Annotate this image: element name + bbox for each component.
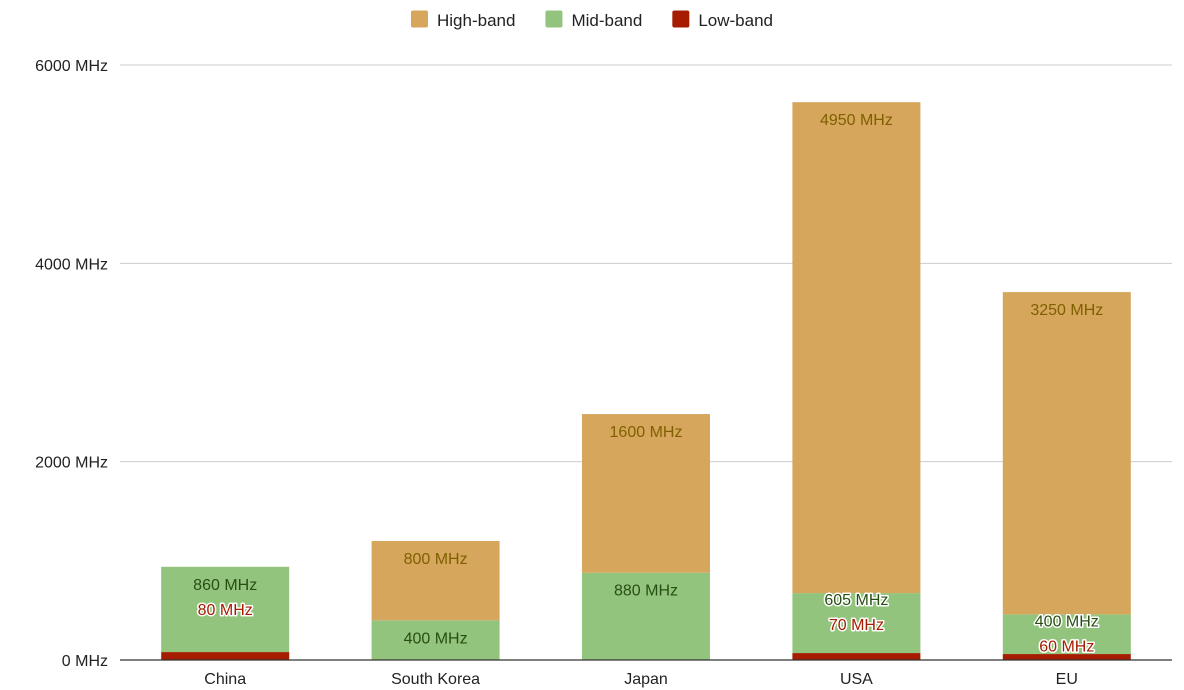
- legend-swatch-high-band: [411, 10, 428, 28]
- bar-low-band-eu: [1002, 654, 1131, 660]
- bar-mid-band-eu: [1002, 614, 1131, 655]
- data-label-mid-band-eu: 400 MHz: [1035, 613, 1099, 630]
- data-labels: 860 MHz 80 MHz 400 MHz 800 MHz 880 MHz 1600 M…: [193, 112, 1103, 657]
- data-label-high-band-usa: 4950 MHz: [820, 112, 893, 129]
- chart-legend: High-band Mid-band Low-band: [411, 10, 773, 30]
- y-tick-label: 0 MHz: [62, 653, 108, 670]
- legend-item-low-band: Low-band: [672, 10, 773, 30]
- bar-high-band-eu: [1002, 292, 1131, 615]
- y-axis: 0 MHz 2000 MHz 4000 MHz 6000 MHz: [35, 58, 108, 670]
- data-label-low-band-china: 80 MHz: [198, 602, 253, 619]
- x-tick-label-usa: USA: [840, 671, 873, 688]
- x-tick-label-china: China: [204, 671, 246, 688]
- legend-label-mid-band: Mid-band: [571, 11, 642, 30]
- x-tick-label-eu: EU: [1056, 671, 1078, 688]
- data-label-high-band-eu: 3250 MHz: [1030, 302, 1103, 319]
- bar-mid-band-usa: [792, 593, 921, 654]
- data-label-low-band-eu: 60 MHz: [1039, 638, 1094, 655]
- legend-swatch-low-band: [672, 10, 690, 28]
- bar-mid-band-japan: [582, 572, 710, 660]
- data-label-high-band-japan: 1600 MHz: [610, 424, 683, 441]
- x-tick-label-south-korea: South Korea: [391, 671, 480, 688]
- data-label-high-band-south-korea: 800 MHz: [404, 551, 468, 568]
- bar-mid-band-south-korea: [371, 620, 500, 660]
- bar-low-band-usa: [792, 653, 921, 660]
- legend-swatch-mid-band: [545, 10, 563, 28]
- legend-label-high-band: High-band: [437, 11, 515, 30]
- bar-low-band-china: [161, 652, 290, 660]
- bar-high-band-japan: [582, 414, 710, 573]
- data-label-mid-band-usa: 605 MHz: [824, 592, 888, 609]
- x-axis: China South Korea Japan USA EU: [120, 659, 1172, 688]
- bar-mid-band-china: [161, 566, 290, 653]
- y-tick-label: 2000 MHz: [35, 455, 108, 472]
- x-tick-label-japan: Japan: [624, 671, 668, 688]
- bar-high-band-south-korea: [371, 541, 500, 621]
- y-tick-label: 4000 MHz: [35, 256, 108, 273]
- data-label-mid-band-south-korea: 400 MHz: [404, 630, 468, 647]
- data-label-mid-band-china: 860 MHz: [193, 577, 257, 594]
- data-label-mid-band-japan: 880 MHz: [614, 583, 678, 600]
- legend-item-high-band: High-band: [411, 10, 515, 30]
- legend-item-mid-band: Mid-band: [545, 10, 642, 30]
- data-label-low-band-usa: 70 MHz: [829, 617, 884, 634]
- bars: [161, 102, 1131, 660]
- y-tick-label: 6000 MHz: [35, 58, 108, 75]
- legend-label-low-band: Low-band: [698, 11, 773, 30]
- bar-high-band-usa: [792, 102, 921, 594]
